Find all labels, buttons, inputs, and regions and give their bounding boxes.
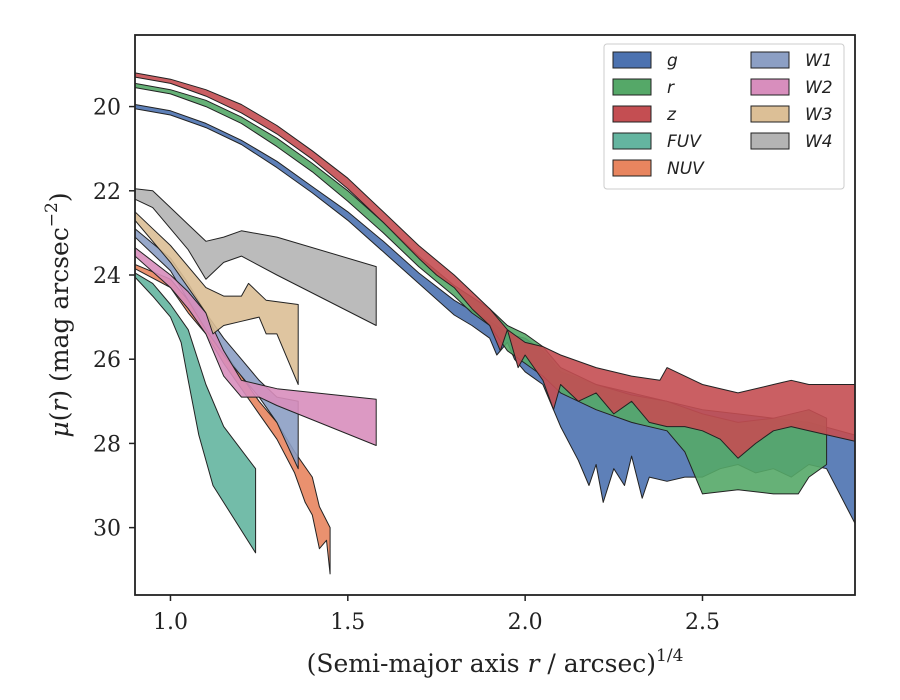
legend-swatch-fuv	[612, 132, 652, 150]
band-fuv	[135, 272, 257, 554]
band-z	[135, 72, 855, 459]
legend-swatch-w4	[750, 132, 790, 150]
band-w3	[135, 211, 299, 385]
plot-frame	[134, 34, 856, 596]
legend-swatch-nuv	[612, 159, 652, 177]
legend-label-w4: W4	[805, 132, 833, 152]
y-tick-label: 26	[93, 348, 121, 373]
x-tick-label: 1.5	[330, 610, 365, 635]
legend-swatch-w1	[750, 51, 790, 69]
legend-label-z: z	[666, 105, 677, 125]
y-tick-label: 30	[93, 517, 121, 542]
y-tick-label: 20	[93, 96, 121, 121]
legend-swatch-w3	[750, 105, 790, 123]
x-tick-label: 1.0	[153, 610, 188, 635]
x-axis-title: (Semi-major axis r / arcsec)1/4	[307, 646, 684, 678]
x-tick-label: 2.5	[685, 610, 720, 635]
y-axis-title: μ(r) (mag arcsec−2)	[42, 192, 74, 437]
legend-label-w3: W3	[805, 105, 833, 125]
y-tick-label: 22	[93, 180, 121, 205]
legend-label-w1: W1	[805, 51, 833, 71]
legend-label-r: r	[667, 78, 675, 98]
y-tick-label: 28	[93, 432, 121, 457]
legend-label-w2: W2	[805, 78, 833, 98]
y-tick-label: 24	[93, 264, 121, 289]
y-axis-ticks: 20 22 24 26 28 30	[93, 96, 135, 542]
legend-swatch-g	[612, 51, 652, 69]
series-bands	[135, 72, 855, 575]
x-axis-ticks: 1.0 1.5 2.0 2.5	[153, 595, 720, 635]
legend-swatch-r	[612, 78, 652, 96]
legend-label-nuv: NUV	[667, 159, 705, 179]
x-tick-label: 2.0	[508, 610, 543, 635]
legend-swatch-w2	[750, 78, 790, 96]
band-w4	[135, 188, 377, 326]
legend-swatch-z	[612, 105, 652, 123]
legend: grz FUV NUV W1 W2 W3 W4	[603, 43, 845, 190]
legend-label-g: g	[667, 51, 678, 71]
legend-label-fuv: FUV	[667, 132, 702, 152]
